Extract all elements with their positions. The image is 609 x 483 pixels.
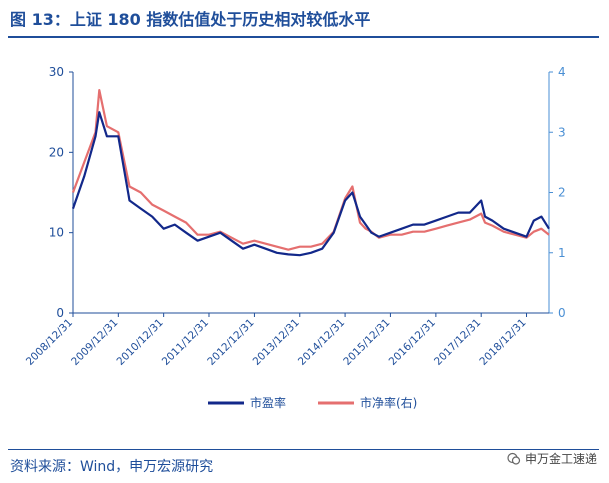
x-tick-label: 2013/12/31 (251, 317, 302, 368)
x-tick-label: 2014/12/31 (296, 317, 347, 368)
x-tick-label: 2012/12/31 (205, 317, 256, 368)
footer-divider (8, 449, 599, 450)
right-tick-label: 1 (558, 246, 566, 260)
left-tick-label: 30 (49, 65, 64, 79)
x-tick-label: 2008/12/31 (24, 317, 75, 368)
left-tick-label: 10 (49, 226, 64, 240)
source-note: 资料来源：Wind，申万宏源研究 (10, 459, 214, 475)
x-tick-label: 2015/12/31 (341, 317, 392, 368)
x-tick-label: 2011/12/31 (160, 317, 211, 368)
figure-title: 图 13：上证 180 指数估值处于历史相对较低水平 (10, 10, 371, 29)
dual-axis-line-chart: 0 10 20 30 0 1 2 3 4 2008/12/312009/12/312010/12/… (24, 65, 566, 410)
x-tick-label: 2018/12/31 (477, 317, 528, 368)
right-tick-label: 2 (558, 186, 566, 200)
x-tick-label: 2017/12/31 (432, 317, 483, 368)
right-tick-label: 0 (558, 306, 566, 320)
left-tick-label: 0 (56, 306, 64, 320)
x-tick-label: 2009/12/31 (69, 317, 120, 368)
watermark: 申万金工速递 (507, 450, 597, 467)
series-line-pe (71, 111, 550, 257)
series-line-pb (71, 88, 550, 251)
legend-label-pe: 市盈率 (250, 395, 286, 410)
right-tick-label: 3 (558, 125, 566, 139)
title-divider (8, 36, 599, 38)
left-tick-label: 20 (49, 145, 64, 159)
right-tick-label: 4 (558, 65, 566, 79)
wechat-icon (507, 452, 521, 465)
x-tick-label: 2016/12/31 (387, 317, 438, 368)
legend-label-pb: 市净率(右) (360, 395, 417, 410)
x-tick-label: 2010/12/31 (114, 317, 165, 368)
watermark-text: 申万金工速递 (524, 452, 597, 466)
